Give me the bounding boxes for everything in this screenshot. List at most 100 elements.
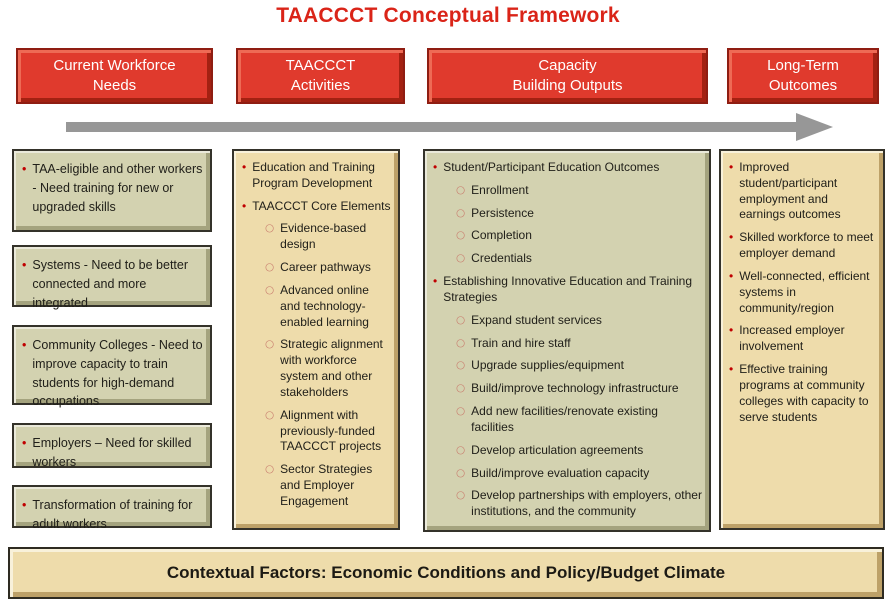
item-text: Expand student services (471, 312, 602, 327)
list-item: • Student/Participant Education Outcomes (433, 160, 703, 176)
item-text: Train and hire staff (471, 335, 571, 350)
item-text: Alignment with previously-funded TAACCCT… (280, 407, 382, 454)
list-item: ○ Alignment with previously-funded TAACCC… (242, 408, 392, 455)
item-text: Sector Strategies and Employer Engagemen… (280, 462, 373, 508)
list-item: • Increased employer involvement (729, 323, 877, 355)
list-item: ○ Upgrade supplies/equipment (433, 358, 703, 374)
item-text: Develop articulation agreements (471, 442, 644, 457)
bullet-icon: • (433, 160, 438, 174)
list-item: • TAACCCT Core Elements (242, 199, 392, 215)
list-item: • Employers – Need for skilled workers (22, 434, 204, 472)
list-item: ○ Build/improve evaluation capacity (433, 466, 703, 482)
item-text: Develop partnerships with employers, oth… (471, 488, 702, 519)
item-text: Evidence-based design (280, 221, 367, 252)
circle-bullet-icon: ○ (456, 489, 466, 502)
header-capacity-building-outputs: Capacity Building Outputs (427, 48, 708, 104)
list-item: ○ Build/improve technology infrastructure (433, 381, 703, 397)
need-box-systems: • Systems - Need to be better connected … (12, 245, 212, 310)
circle-bullet-icon: ○ (265, 463, 275, 476)
list-item: • Well-connected, efficient systems in co… (729, 269, 877, 316)
need-box-employers: • Employers – Need for skilled workers (12, 423, 212, 469)
bullet-icon: • (22, 338, 27, 352)
item-text: Transformation of training for adult wor… (32, 498, 193, 531)
item-text: Employers – Need for skilled workers (32, 436, 192, 469)
item-text: Completion (471, 228, 532, 243)
list-item: • Transformation of training for adult w… (22, 496, 204, 534)
circle-bullet-icon: ○ (265, 222, 275, 235)
list-item: ○ Enrollment (433, 183, 703, 199)
list-item: • Improved student/participant employment… (729, 160, 877, 223)
bullet-icon: • (729, 323, 734, 338)
flow-arrow-head-icon (796, 113, 833, 141)
item-text: TAA-eligible and other workers - Need tr… (32, 162, 203, 214)
list-item: ○ Strategic alignment with workforce syst… (242, 337, 392, 400)
need-box-transformation-of-training: • Transformation of training for adult w… (12, 485, 212, 531)
header-label: TAACCCT Activities (285, 56, 356, 94)
contextual-factors-bar: Contextual Factors: Economic Conditions … (8, 547, 884, 599)
item-text: Effective training programs at community… (739, 362, 869, 424)
list-item: • Effective training programs at communit… (729, 362, 877, 425)
circle-bullet-icon: ○ (456, 443, 466, 456)
list-item: ○ Train and hire staff (433, 336, 703, 352)
item-text: Advanced online and technology-enabled l… (280, 282, 369, 329)
item-text: Well-connected, efficient systems in com… (739, 268, 870, 315)
bullet-icon: • (242, 198, 247, 213)
contextual-factors-label: Contextual Factors: Economic Conditions … (166, 563, 726, 582)
list-item: ○ Career pathways (242, 260, 392, 276)
circle-bullet-icon: ○ (265, 338, 275, 351)
circle-bullet-icon: ○ (456, 229, 466, 242)
list-item: ○ Expand student services (433, 313, 703, 329)
page-title: TAACCCT Conceptual Framework (276, 4, 620, 27)
bullet-icon: • (729, 362, 734, 377)
bullet-icon: • (22, 258, 27, 272)
bullet-icon: • (22, 436, 27, 450)
bullet-icon: • (729, 230, 734, 245)
long-term-outcomes-box: • Improved student/participant employment… (719, 149, 885, 530)
flow-arrow (66, 122, 798, 132)
bullet-icon: • (729, 268, 734, 283)
bullet-icon: • (433, 274, 438, 289)
item-text: Improved student/participant employment … (739, 160, 841, 222)
list-item: ○ Evidence-based design (242, 221, 392, 253)
item-text: Systems - Need to be better connected an… (32, 258, 189, 310)
circle-bullet-icon: ○ (456, 183, 466, 196)
item-text: Persistence (471, 205, 534, 220)
item-text: Strategic alignment with workforce syste… (280, 337, 383, 399)
circle-bullet-icon: ○ (265, 408, 275, 421)
list-item: • Education and Training Program Developm… (242, 160, 392, 192)
bullet-icon: • (22, 162, 27, 176)
need-box-taa-eligible-workers: • TAA-eligible and other workers - Need … (12, 149, 212, 232)
header-label: Long-Term Outcomes (767, 56, 839, 94)
list-item: • Establishing Innovative Education and T… (433, 274, 703, 306)
item-text: Community Colleges - Need to improve cap… (32, 338, 203, 409)
header-label: Current Workforce Needs (53, 56, 176, 94)
header-label: Capacity Building Outputs (512, 56, 623, 94)
item-text: Establishing Innovative Education and Tr… (443, 274, 693, 304)
item-text: Build/improve evaluation capacity (471, 465, 650, 480)
list-item: ○ Develop partnerships with employers, ot… (433, 488, 703, 520)
bullet-icon: • (22, 498, 27, 512)
taaccct-activities-box: • Education and Training Program Developm… (232, 149, 400, 530)
list-item: ○ Add new facilities/renovate existing fa… (433, 404, 703, 436)
item-text: Student/Participant Education Outcomes (443, 160, 660, 174)
item-text: TAACCCT Core Elements (252, 198, 391, 213)
need-box-community-colleges: • Community Colleges - Need to improve c… (12, 325, 212, 408)
list-item: • Systems - Need to be better connected … (22, 256, 204, 312)
item-text: Increased employer involvement (739, 323, 845, 354)
circle-bullet-icon: ○ (456, 382, 466, 395)
list-item: • Community Colleges - Need to improve c… (22, 336, 204, 411)
circle-bullet-icon: ○ (456, 252, 466, 265)
circle-bullet-icon: ○ (456, 405, 466, 418)
list-item: ○ Develop articulation agreements (433, 443, 703, 459)
bullet-icon: • (729, 160, 734, 174)
list-item: • TAA-eligible and other workers - Need … (22, 160, 204, 216)
item-text: Enrollment (471, 182, 529, 197)
circle-bullet-icon: ○ (456, 313, 466, 326)
item-text: Upgrade supplies/equipment (471, 358, 624, 373)
header-current-workforce-needs: Current Workforce Needs (16, 48, 213, 104)
circle-bullet-icon: ○ (456, 466, 466, 479)
circle-bullet-icon: ○ (456, 336, 466, 349)
list-item: ○ Advanced online and technology-enabled … (242, 283, 392, 330)
circle-bullet-icon: ○ (456, 359, 466, 372)
